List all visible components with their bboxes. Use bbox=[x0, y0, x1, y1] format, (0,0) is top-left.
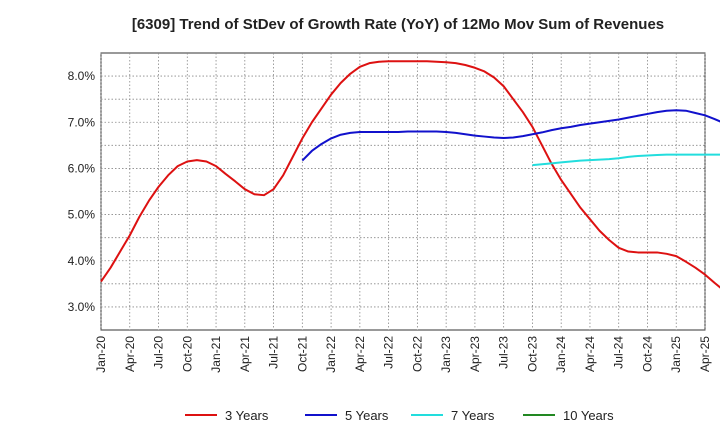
x-tick-label: Jul-24 bbox=[612, 336, 626, 369]
legend-label-7-years: 7 Years bbox=[451, 408, 495, 423]
x-tick-label: Jul-20 bbox=[152, 336, 166, 369]
x-tick-label: Apr-23 bbox=[468, 336, 482, 372]
y-tick-label: 6.0% bbox=[68, 161, 96, 175]
legend-label-10-years: 10 Years bbox=[563, 408, 614, 423]
x-tick-label: Apr-20 bbox=[123, 336, 137, 372]
x-tick-label: Apr-25 bbox=[698, 336, 712, 372]
x-tick-label: Oct-22 bbox=[410, 336, 424, 372]
x-tick-label: Oct-24 bbox=[640, 336, 654, 372]
x-tick-label: Jul-22 bbox=[382, 336, 396, 369]
x-tick-label: Jan-20 bbox=[94, 336, 108, 373]
x-tick-label: Apr-24 bbox=[583, 336, 597, 372]
chart-title: [6309] Trend of StDev of Growth Rate (Yo… bbox=[132, 16, 664, 33]
plot-area: 3.0% 4.0% 5.0% 6.0% 7.0% 8.0% Jan-20 Apr-20 Jul-… bbox=[68, 52, 720, 373]
x-tick-label: Oct-23 bbox=[525, 336, 539, 372]
y-tick-label: 5.0% bbox=[68, 208, 96, 222]
x-tick-label: Jan-24 bbox=[554, 336, 568, 373]
series-line-5-years bbox=[301, 109, 720, 162]
y-tick-label: 7.0% bbox=[68, 115, 96, 129]
x-tick-label: Apr-21 bbox=[238, 336, 252, 372]
x-tick-label: Jan-25 bbox=[669, 336, 683, 373]
series-line-7-years bbox=[532, 153, 720, 167]
x-tick-label: Jan-21 bbox=[209, 336, 223, 373]
x-tick-label: Oct-21 bbox=[295, 336, 309, 372]
legend: 3 Years 5 Years 7 Years 10 Years bbox=[185, 408, 614, 423]
x-tick-label: Jul-23 bbox=[497, 336, 511, 369]
x-tick-label: Jul-21 bbox=[267, 336, 281, 369]
legend-label-3-years: 3 Years bbox=[225, 408, 269, 423]
y-tick-label: 4.0% bbox=[68, 254, 96, 268]
x-tick-label: Jan-22 bbox=[324, 336, 338, 373]
x-tick-label: Apr-22 bbox=[353, 336, 367, 372]
legend-label-5-years: 5 Years bbox=[345, 408, 389, 423]
y-tick-label: 8.0% bbox=[68, 69, 96, 83]
y-tick-label: 3.0% bbox=[68, 300, 96, 314]
x-tick-label: Oct-20 bbox=[180, 336, 194, 372]
x-tick-label: Jan-23 bbox=[439, 336, 453, 373]
series-line-3-years bbox=[100, 60, 720, 289]
